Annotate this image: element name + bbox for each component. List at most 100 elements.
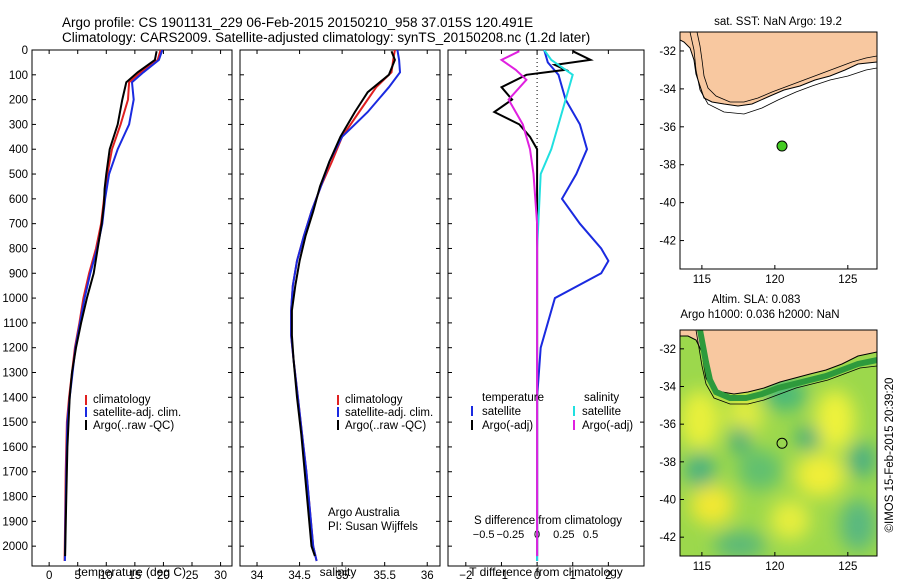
map-x-tick-label: 115: [693, 274, 711, 286]
salinity-legend: climatology satellite-adj. clim. Argo(..…: [337, 394, 433, 432]
depth-tick-label: 1600: [2, 442, 28, 454]
map-x-tick-label: 120: [765, 274, 784, 286]
difference-legend-sal-argo: Argo(-adj): [582, 420, 633, 432]
depth-tick-label: 1500: [2, 417, 28, 429]
sla-field: [680, 379, 876, 556]
salinity-x-label: salinity: [320, 565, 357, 579]
x-tick-label: 1: [570, 570, 576, 580]
map-y-tick-label: -40: [659, 198, 676, 210]
sla-map-shelf-band: [697, 330, 877, 401]
depth-tick-label: 100: [9, 70, 28, 82]
sst-map-isobath-contour: [689, 32, 877, 115]
series-line-temperature-argo-adj-: [492, 50, 594, 557]
x-tick-label: 15: [128, 570, 141, 580]
map-y-tick-label: -36: [659, 419, 676, 431]
depth-tick-label: 1700: [2, 467, 28, 479]
x-tick-label: 35.5: [373, 570, 395, 580]
sst-map-land: [680, 32, 877, 107]
series-line-salinity-satellite: [536, 50, 574, 561]
map-y-tick-label: -38: [659, 457, 676, 469]
depth-tick-label: 400: [9, 144, 28, 156]
x-tick-label: 5: [75, 570, 81, 580]
difference-legend-temp-argo: Argo(-adj): [482, 420, 533, 432]
x-tick-label: 20: [157, 570, 170, 580]
figure-title-line1: Argo profile: CS 1901131_229 06-Feb-2015…: [62, 15, 533, 30]
salinity-legend-argo: Argo(..raw -QC): [345, 420, 426, 432]
series-line-climatology: [63, 50, 162, 562]
series-line-satellite-adj-clim-: [63, 50, 164, 562]
salinity-legend-climatology: climatology: [345, 394, 403, 406]
difference-legend: temperature satellite Argo(-adj) salinit…: [471, 392, 633, 432]
salinity-annotation-pi: PI: Susan Wijffels: [328, 521, 418, 533]
map-x-tick-label: 125: [838, 561, 857, 573]
imos-credit: ©IMOS 15-Feb-2015 20:39:20: [884, 378, 896, 533]
map-x-tick-label: 125: [838, 274, 857, 286]
sla-map-title-line1: Altim. SLA: 0.083: [712, 294, 801, 306]
map-y-tick-label: -32: [659, 344, 676, 356]
depth-tick-label: 1300: [2, 368, 28, 380]
salinity-y-ticks: [240, 49, 440, 547]
x-tick-label: 36: [421, 570, 434, 580]
temperature-legend-satellite: satellite-adj. clim.: [93, 407, 181, 419]
series-line-argo-raw-qc-: [290, 50, 396, 557]
salinity-legend-satellite: satellite-adj. clim.: [345, 407, 433, 419]
sla-map-contour: [695, 330, 877, 405]
x-tick-label: 0: [534, 570, 540, 580]
difference-zero-line: [448, 49, 644, 566]
figure-title-line2: Climatology: CARS2009. Satellite-adjuste…: [62, 30, 590, 45]
temperature-legend-argo: Argo(..raw -QC): [93, 420, 174, 432]
x-tick-label: 34: [251, 570, 264, 580]
temperature-legend: climatology satellite-adj. clim. Argo(..…: [85, 394, 181, 432]
sst-map-shelf-contour: [696, 32, 877, 103]
x-tick-label: 2: [605, 570, 611, 580]
difference-legend-temperature-title: temperature: [482, 392, 544, 404]
x-tick-label: 25: [186, 570, 199, 580]
difference-legend-temp-satellite: satellite: [482, 406, 521, 418]
map-y-tick-label: -36: [659, 122, 676, 134]
x-tick-label: −1: [495, 570, 508, 580]
depth-tick-label: 2000: [2, 541, 28, 553]
sst-map-argo-marker: [776, 140, 788, 152]
sla-map-argo-marker: [776, 437, 788, 449]
series-line-temperature-satellite: [536, 50, 610, 561]
depth-tick-label: 1400: [2, 392, 28, 404]
x-tick-label: 35: [336, 570, 349, 580]
sst-map-title: sat. SST: NaN Argo: 19.2: [714, 16, 842, 28]
series-line-satellite-adj-clim-: [290, 50, 402, 562]
map-y-tick-label: -32: [659, 46, 676, 58]
sst-map: sat. SST: NaN Argo: 19.2 115 120 125 -32 -3…: [659, 16, 878, 286]
x-tick-label: −2: [459, 570, 472, 580]
salinity-annotation-institution: Argo Australia: [328, 507, 400, 519]
map-y-tick-label: -42: [659, 532, 676, 544]
depth-tick-label: 1200: [2, 343, 28, 355]
sla-map-y-ticks: -32 -34 -36 -38 -40 -42: [659, 344, 684, 544]
depth-tick-label: 600: [9, 194, 28, 206]
map-x-tick-label: 115: [693, 561, 711, 573]
depth-tick-label: 800: [9, 243, 28, 255]
map-x-tick-label: 120: [765, 561, 784, 573]
x-tick-label: 0: [46, 570, 52, 580]
sst-map-x-ticks: 115 120 125: [693, 265, 857, 286]
series-line-argo-raw-qc-: [64, 51, 158, 557]
map-y-tick-label: -34: [659, 84, 676, 96]
sst-map-y-ticks: -32 -34 -36 -38 -40 -42: [659, 46, 684, 248]
difference-x-ticks: −2 −1 0 1 2: [459, 50, 612, 580]
s-diff-tick-label: −0.5: [473, 529, 495, 541]
x-tick-label: 30: [214, 570, 227, 580]
temperature-x-ticks: 0 5 10 15 20 25 30: [46, 50, 227, 580]
difference-legend-sal-satellite: satellite: [582, 406, 621, 418]
difference-t-label: T difference from climatology: [469, 565, 623, 579]
depth-tick-label: 900: [9, 268, 28, 280]
difference-s-label: S difference from climatology: [474, 515, 622, 527]
depth-tick-label: 1100: [3, 318, 28, 330]
difference-panel: −2 −1 0 1 2 −0.5 −0.25 0 0.25 0.5 T difference f…: [447, 49, 645, 580]
depth-tick-label: 0: [22, 45, 28, 57]
depth-tick-label: 1800: [2, 492, 28, 504]
temperature-panel: 0100200300400500600700800900100011001200…: [2, 45, 233, 580]
map-y-tick-label: -34: [659, 382, 676, 394]
map-y-tick-label: -38: [659, 160, 676, 172]
depth-tick-label: 200: [9, 95, 28, 107]
sla-map-x-ticks: 115 120 125: [693, 552, 857, 573]
series-line-salinity-argo-adj-: [499, 50, 539, 557]
